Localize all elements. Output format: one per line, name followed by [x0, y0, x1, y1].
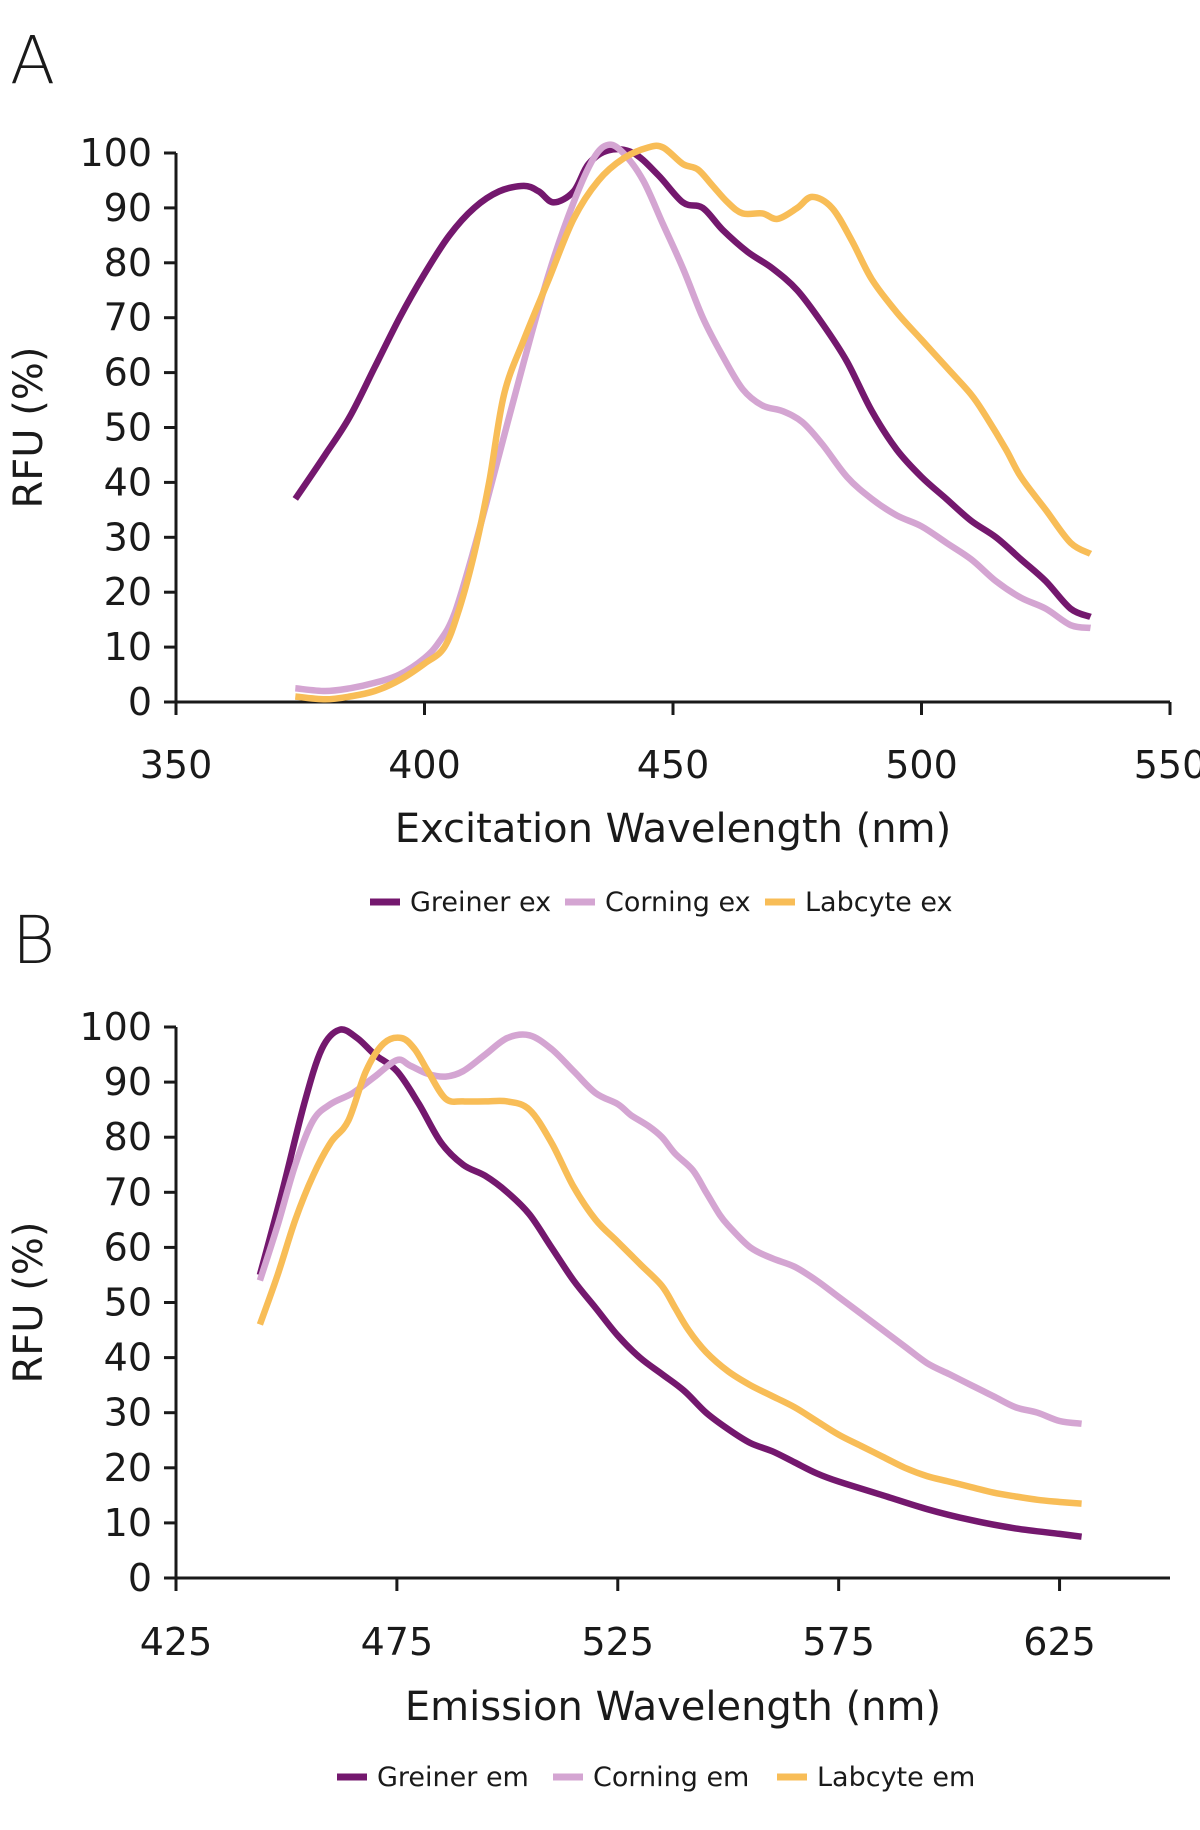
- x-axis-title: Emission Wavelength (nm): [405, 1684, 941, 1730]
- y-tick-label: 0: [128, 680, 152, 724]
- y-tick-label: 0: [128, 1556, 152, 1600]
- y-tick-label: 70: [104, 1170, 152, 1214]
- x-tick-label: 450: [637, 743, 710, 787]
- x-tick-label: 500: [885, 743, 958, 787]
- series-line-corning-ex: [294, 141, 1091, 695]
- x-tick-label: 575: [802, 1620, 875, 1664]
- chart-panel-b: 0 10 20 30 40 50 60 70 80 90 100 425 475 525 575 625 Emi…: [6, 1005, 1170, 1793]
- series-line-corning-em: [256, 1031, 1082, 1427]
- series-line-labcyte-em: [256, 1034, 1082, 1507]
- series-line-greiner-ex: [292, 145, 1092, 620]
- y-tick-label: 80: [104, 241, 152, 285]
- y-tick-label: 40: [104, 460, 152, 504]
- x-tick-label: 625: [1023, 1620, 1096, 1664]
- y-tick-label: 60: [104, 351, 152, 395]
- legend-label-corning-ex: Corning ex: [605, 887, 751, 918]
- y-tick-label: 50: [104, 1281, 152, 1325]
- y-tick-label: 80: [104, 1115, 152, 1159]
- legend-label-greiner-em: Greiner em: [377, 1762, 529, 1793]
- x-tick-label: 550: [1134, 743, 1200, 787]
- y-tick-label: 20: [104, 570, 152, 614]
- y-tick-label: 90: [104, 1060, 152, 1104]
- y-axis-title: RFU (%): [6, 346, 52, 508]
- y-tick-label: 90: [104, 186, 152, 230]
- series-line-greiner-em: [256, 1026, 1083, 1540]
- y-tick-label: 70: [104, 296, 152, 340]
- series-line-labcyte-ex: [294, 142, 1093, 703]
- legend-a: Greiner ex Corning ex Labcyte ex: [370, 887, 952, 918]
- panel-label-b: B: [12, 902, 56, 979]
- panel-label-a: A: [10, 22, 56, 99]
- x-tick-label: 400: [388, 743, 461, 787]
- y-tick-label: 30: [104, 1391, 152, 1435]
- y-tick-label: 100: [79, 131, 152, 175]
- legend-label-labcyte-em: Labcyte em: [817, 1762, 975, 1793]
- legend-label-corning-em: Corning em: [593, 1762, 749, 1793]
- y-tick-label: 40: [104, 1336, 152, 1380]
- x-tick-label: 525: [582, 1620, 655, 1664]
- y-tick-label: 50: [104, 406, 152, 450]
- y-axis-title: RFU (%): [6, 1221, 52, 1383]
- x-tick-label: 425: [140, 1620, 213, 1664]
- x-tick-label: 475: [361, 1620, 434, 1664]
- y-tick-label: 10: [104, 1501, 152, 1545]
- x-axis-title: Excitation Wavelength (nm): [395, 806, 951, 852]
- legend-label-labcyte-ex: Labcyte ex: [805, 887, 952, 918]
- x-tick-label: 350: [140, 743, 213, 787]
- y-tick-label: 10: [104, 625, 152, 669]
- y-tick-label: 60: [104, 1225, 152, 1269]
- legend-b: Greiner em Corning em Labcyte em: [337, 1762, 975, 1793]
- y-tick-label: 20: [104, 1446, 152, 1490]
- y-tick-label: 100: [79, 1005, 152, 1049]
- y-tick-label: 30: [104, 515, 152, 559]
- chart-panel-a: 0 10 20 30 40 50 60 70 80 90 100 350 400 450 500 550 Exc…: [6, 131, 1200, 918]
- legend-label-greiner-ex: Greiner ex: [410, 887, 551, 918]
